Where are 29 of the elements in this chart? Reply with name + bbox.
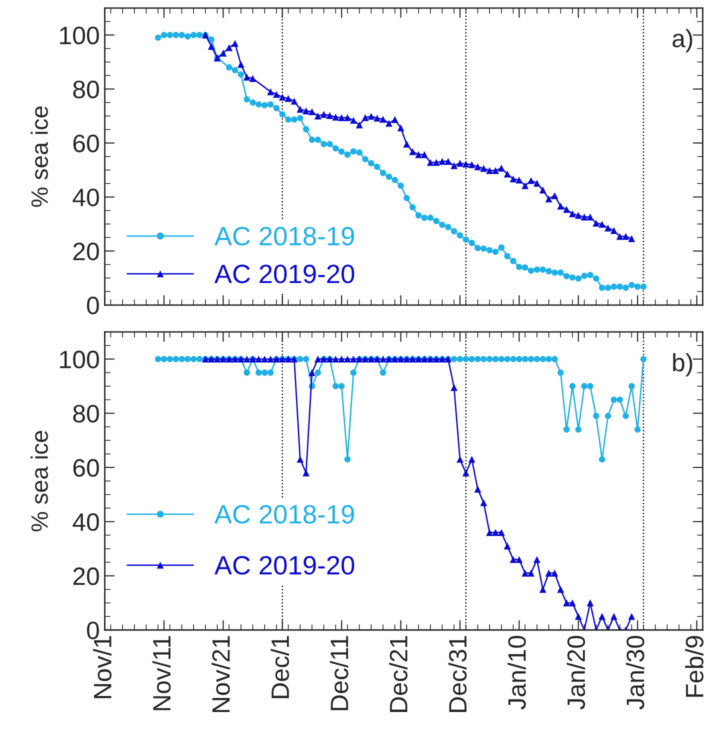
x-tick-label: Nov/11	[152, 636, 171, 710]
y-tick-label: 100	[60, 350, 99, 368]
y-tick-label: 40	[72, 513, 99, 531]
y-axis-title: % sea ice	[30, 106, 48, 207]
x-tick-label: Nov/21	[212, 636, 230, 712]
x-tick-label: Jan/30	[626, 636, 644, 710]
x-tick-label: Dec/21	[389, 636, 408, 712]
y-tick-label: 40	[72, 188, 99, 206]
y-tick-label: 20	[73, 567, 99, 586]
annotation: a)	[672, 29, 692, 52]
y-tick-label: 0	[86, 296, 99, 314]
y-tick-label: 100	[60, 26, 99, 44]
x-tick-label: Feb/9	[685, 636, 704, 697]
x-tick-label: Dec/31	[448, 636, 467, 712]
x-tick-label: Dec/1	[270, 636, 290, 698]
legend-label: AC 2018-19	[214, 504, 354, 524]
x-tick-label: Jan/10	[508, 636, 526, 710]
y-tick-label: 60	[73, 459, 99, 477]
x-tick-label: Jan/20	[566, 636, 586, 710]
y-axis-title: % sea ice	[30, 430, 48, 532]
y-tick-label: 20	[73, 242, 99, 260]
legend-label: AC 2019-20	[214, 556, 354, 575]
x-tick-label: Dec/11	[330, 636, 348, 710]
y-tick-label: 80	[73, 404, 99, 423]
legend-label: AC 2019-20	[214, 264, 354, 284]
y-tick-label: 80	[73, 80, 99, 98]
legend-label: AC 2018-19	[214, 226, 354, 246]
annotation: b)	[673, 353, 692, 376]
y-tick-label: 60	[73, 134, 99, 152]
